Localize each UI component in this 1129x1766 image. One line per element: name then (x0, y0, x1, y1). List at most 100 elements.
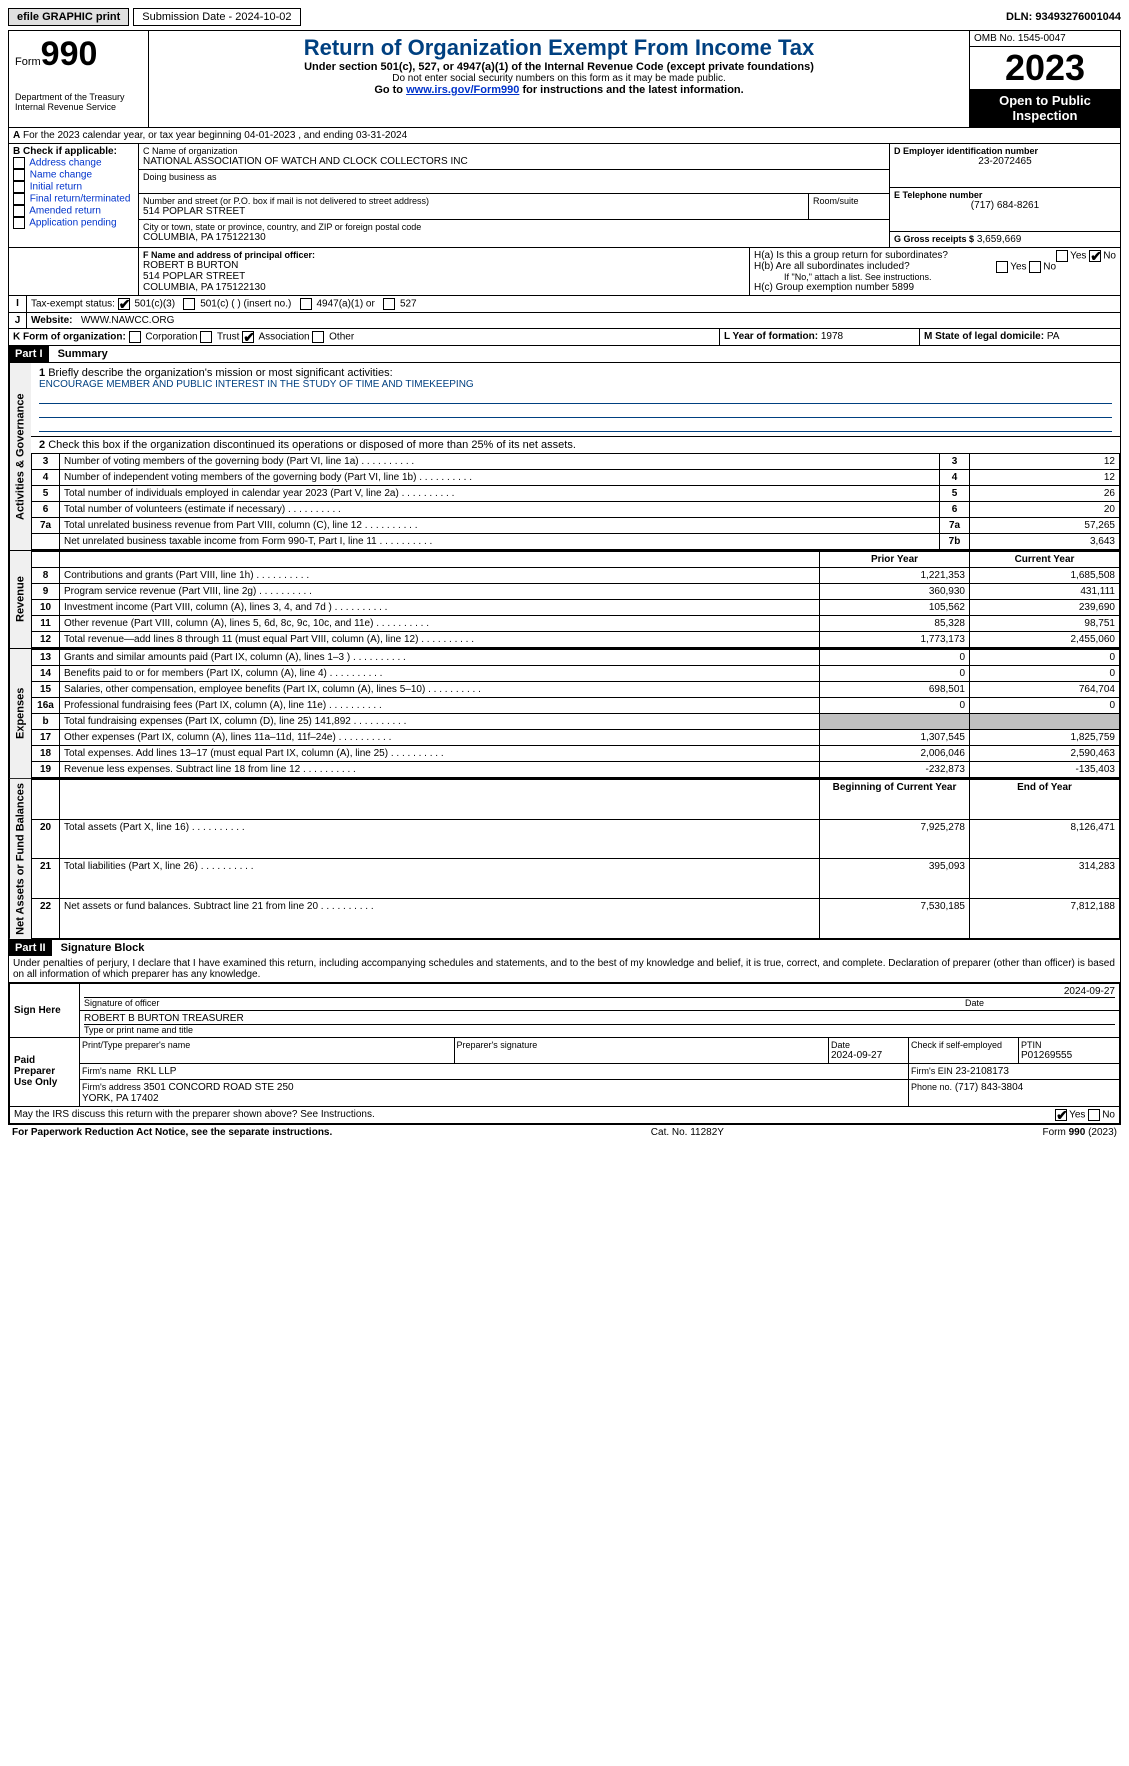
l1-label: Briefly describe the organization's miss… (48, 367, 392, 379)
taxexempt-label: Tax-exempt status: (31, 299, 115, 310)
row-num (32, 534, 60, 550)
boxb-cb-2[interactable] (13, 181, 25, 193)
k-other-cb[interactable] (312, 331, 324, 343)
row-curr: 431,111 (970, 584, 1120, 600)
box-m-label: M State of legal domicile: (924, 331, 1044, 342)
row-desc: Number of independent voting members of … (60, 470, 940, 486)
boxb-item-0: Address change (29, 158, 101, 169)
ptin: P01269555 (1021, 1050, 1117, 1061)
top-toolbar: efile GRAPHIC print Submission Date - 20… (8, 8, 1121, 26)
line-a: For the 2023 calendar year, or tax year … (23, 130, 407, 141)
row-desc: Program service revenue (Part VIII, line… (60, 584, 820, 600)
boxb-item-4: Amended return (29, 206, 101, 217)
k-assoc-cb[interactable] (242, 331, 254, 343)
row-ln: 3 (940, 454, 970, 470)
sig-officer-label: Signature of officer (84, 998, 965, 1008)
part-i-title: Summary (52, 346, 114, 362)
row-prior: 360,930 (820, 584, 970, 600)
te-501c-cb[interactable] (183, 298, 195, 310)
discuss-yes-cb[interactable] (1055, 1109, 1067, 1121)
row-num: 6 (32, 502, 60, 518)
form-label: Form (15, 56, 41, 68)
row-ln: 5 (940, 486, 970, 502)
col-curr: Current Year (970, 552, 1120, 568)
type-name-label: Type or print name and title (84, 1025, 1115, 1035)
row-prior: 105,562 (820, 600, 970, 616)
prep-date: 2024-09-27 (831, 1050, 906, 1061)
boxb-cb-5[interactable] (13, 217, 25, 229)
officer-name: ROBERT B BURTON (143, 260, 745, 271)
row-num: 12 (32, 632, 60, 648)
row-num: 4 (32, 470, 60, 486)
row-curr: 98,751 (970, 616, 1120, 632)
row-prior: 395,093 (820, 859, 970, 899)
row-num: b (32, 714, 60, 730)
boxb-cb-4[interactable] (13, 205, 25, 217)
vlabel-rev: Revenue (9, 551, 31, 648)
hb-yes-cb[interactable] (996, 261, 1008, 273)
vlabel-na: Net Assets or Fund Balances (9, 779, 31, 939)
row-num: 3 (32, 454, 60, 470)
discuss-no-cb[interactable] (1088, 1109, 1100, 1121)
part-ii-title: Signature Block (55, 940, 151, 956)
sign-here-label: Sign Here (10, 983, 80, 1037)
irs-link[interactable]: www.irs.gov/Form990 (406, 84, 519, 96)
ein-label: D Employer identification number (894, 146, 1116, 156)
form-number: 990 (41, 35, 98, 73)
row-val: 12 (970, 470, 1120, 486)
row-num: 5 (32, 486, 60, 502)
te-501c3-cb[interactable] (118, 298, 130, 310)
row-desc: Total number of individuals employed in … (60, 486, 940, 502)
row-prior: -232,873 (820, 762, 970, 778)
submission-date-label: Submission Date - 2024-10-02 (133, 8, 300, 26)
k-trust-cb[interactable] (200, 331, 212, 343)
org-name: NATIONAL ASSOCIATION OF WATCH AND CLOCK … (143, 156, 885, 167)
row-desc: Contributions and grants (Part VIII, lin… (60, 568, 820, 584)
box-b-title: B Check if applicable: (13, 146, 134, 157)
k-corp-cb[interactable] (129, 331, 141, 343)
row-curr: 314,283 (970, 859, 1120, 899)
box-l-label: L Year of formation: (724, 331, 818, 342)
h-b: H(b) Are all subordinates included? (754, 261, 910, 272)
website-val: WWW.NAWCC.ORG (81, 315, 175, 326)
col-prior: Beginning of Current Year (820, 780, 970, 820)
ha-yes-cb[interactable] (1056, 250, 1068, 262)
te-527-cb[interactable] (383, 298, 395, 310)
boxb-cb-3[interactable] (13, 193, 25, 205)
row-val: 57,265 (970, 518, 1120, 534)
te-4947-cb[interactable] (300, 298, 312, 310)
col-prior: Prior Year (820, 552, 970, 568)
boxb-cb-0[interactable] (13, 157, 25, 169)
row-curr: 1,685,508 (970, 568, 1120, 584)
h-c: H(c) Group exemption number (754, 282, 892, 293)
row-desc: Total liabilities (Part X, line 26) (60, 859, 820, 899)
boxb-cb-1[interactable] (13, 169, 25, 181)
row-val: 26 (970, 486, 1120, 502)
row-ln: 4 (940, 470, 970, 486)
row-desc: Salaries, other compensation, employee b… (60, 682, 820, 698)
row-prior: 7,530,185 (820, 899, 970, 939)
street: 514 POPLAR STREET (143, 206, 804, 217)
row-num: 19 (32, 762, 60, 778)
row-num: 22 (32, 899, 60, 939)
boxb-item-1: Name change (30, 170, 92, 181)
hb-no-cb[interactable] (1029, 261, 1041, 273)
efile-print-button[interactable]: efile GRAPHIC print (8, 8, 129, 26)
row-prior: 7,925,278 (820, 819, 970, 859)
h-a: H(a) Is this a group return for subordin… (754, 250, 948, 261)
row-desc: Professional fundraising fees (Part IX, … (60, 698, 820, 714)
ha-no-cb[interactable] (1089, 250, 1101, 262)
row-num: 8 (32, 568, 60, 584)
l2-text: Check this box if the organization disco… (48, 439, 576, 451)
tax-year: 2023 (970, 47, 1120, 89)
row-desc: Total revenue—add lines 8 through 11 (mu… (60, 632, 820, 648)
city-label: City or town, state or province, country… (143, 222, 885, 232)
boxb-item-5: Application pending (29, 218, 116, 229)
goto-line: Go to www.irs.gov/Form990 for instructio… (155, 84, 963, 96)
dba-label: Doing business as (143, 172, 885, 182)
row-prior: 85,328 (820, 616, 970, 632)
gross-label: G Gross receipts $ (894, 234, 974, 244)
mission-text: ENCOURAGE MEMBER AND PUBLIC INTEREST IN … (39, 379, 1112, 390)
subtitle: Under section 501(c), 527, or 4947(a)(1)… (155, 61, 963, 73)
street-label: Number and street (or P.O. box if mail i… (143, 196, 804, 206)
